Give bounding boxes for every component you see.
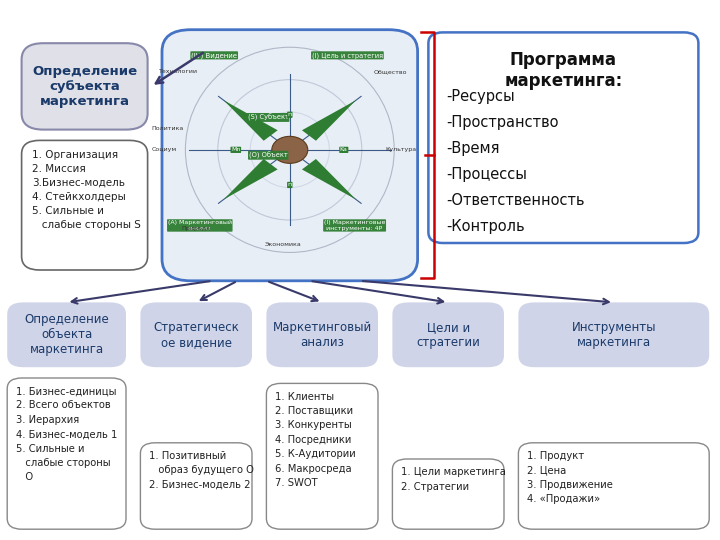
FancyBboxPatch shape [140,443,252,529]
Text: (O) Объект: (O) Объект [249,152,287,159]
Text: Политика: Политика [151,126,184,131]
FancyBboxPatch shape [22,140,148,270]
FancyBboxPatch shape [266,383,378,529]
Text: Определение
объекта
маркетинга: Определение объекта маркетинга [24,313,109,356]
Circle shape [271,136,307,163]
Text: -Ответственность: -Ответственность [446,193,585,208]
Text: -Контроль: -Контроль [446,219,525,234]
FancyBboxPatch shape [140,302,252,367]
Text: Общество: Общество [374,69,408,74]
Text: Ka: Ka [340,147,348,152]
FancyBboxPatch shape [266,302,378,367]
Text: -Ресурсы: -Ресурсы [446,89,515,104]
Polygon shape [302,100,356,141]
FancyBboxPatch shape [518,302,709,367]
Text: (S) Субъект: (S) Субъект [248,114,289,121]
FancyBboxPatch shape [428,32,698,243]
Text: п: п [288,183,292,187]
FancyBboxPatch shape [162,30,418,281]
Text: (I) Цель и стратегия: (I) Цель и стратегия [312,52,383,59]
FancyBboxPatch shape [7,302,126,367]
Text: Культура: Культура [386,147,417,152]
Text: Маркетинговый
анализ: Маркетинговый анализ [273,321,372,349]
Polygon shape [302,159,356,199]
Text: Экономика: Экономика [264,242,301,247]
Text: Определение
субъекта
маркетинга: Определение субъекта маркетинга [32,65,138,108]
Text: 1. Продукт
2. Цена
3. Продвижение
4. «Продажи»: 1. Продукт 2. Цена 3. Продвижение 4. «Пр… [527,451,613,504]
Text: п: п [288,112,292,117]
Text: -Процессы: -Процессы [446,167,527,182]
Text: Технологии: Технологии [158,69,198,74]
Text: 1. Бизнес-единицы
2. Всего объектов
3. Иерархия
4. Бизнес-модель 1
5. Сильные и
: 1. Бизнес-единицы 2. Всего объектов 3. И… [16,386,117,483]
Text: Mn: Mn [231,147,240,152]
Polygon shape [224,100,278,141]
Text: Социум: Социум [151,147,176,152]
FancyBboxPatch shape [7,378,126,529]
Text: Природа: Природа [181,226,211,231]
Text: Стратегическ
ое видение: Стратегическ ое видение [153,321,239,349]
Text: Программа
маркетинга:: Программа маркетинга: [504,51,623,90]
FancyBboxPatch shape [22,43,148,130]
Text: (A) Маркетинговый
анализ: (A) Маркетинговый анализ [168,220,232,231]
Text: Инструменты
маркетинга: Инструменты маркетинга [572,321,656,349]
Text: 1. Позитивный
   образ будущего О
2. Бизнес-модель 2: 1. Позитивный образ будущего О 2. Бизнес… [149,451,254,490]
Text: -Время: -Время [446,141,500,156]
Text: Цели и
стратегии: Цели и стратегии [416,321,480,349]
FancyBboxPatch shape [518,443,709,529]
Text: (I) Маркетинговые
инструменты: 4P: (I) Маркетинговые инструменты: 4P [324,220,385,231]
Text: (IV) Видение: (IV) Видение [192,52,237,59]
Polygon shape [224,159,278,199]
Text: 1. Клиенты
2. Поставщики
3. Конкуренты
4. Посредники
5. К-Аудитории
6. Макросред: 1. Клиенты 2. Поставщики 3. Конкуренты 4… [275,392,356,488]
Text: -Пространство: -Пространство [446,115,559,130]
Text: 1. Организация
2. Миссия
3.Бизнес-модель
4. Стейкхолдеры
5. Сильные и
   слабые : 1. Организация 2. Миссия 3.Бизнес-модель… [32,150,141,230]
Text: 1. Цели маркетинга
2. Стратегии: 1. Цели маркетинга 2. Стратегии [401,467,506,491]
FancyBboxPatch shape [392,459,504,529]
FancyBboxPatch shape [392,302,504,367]
